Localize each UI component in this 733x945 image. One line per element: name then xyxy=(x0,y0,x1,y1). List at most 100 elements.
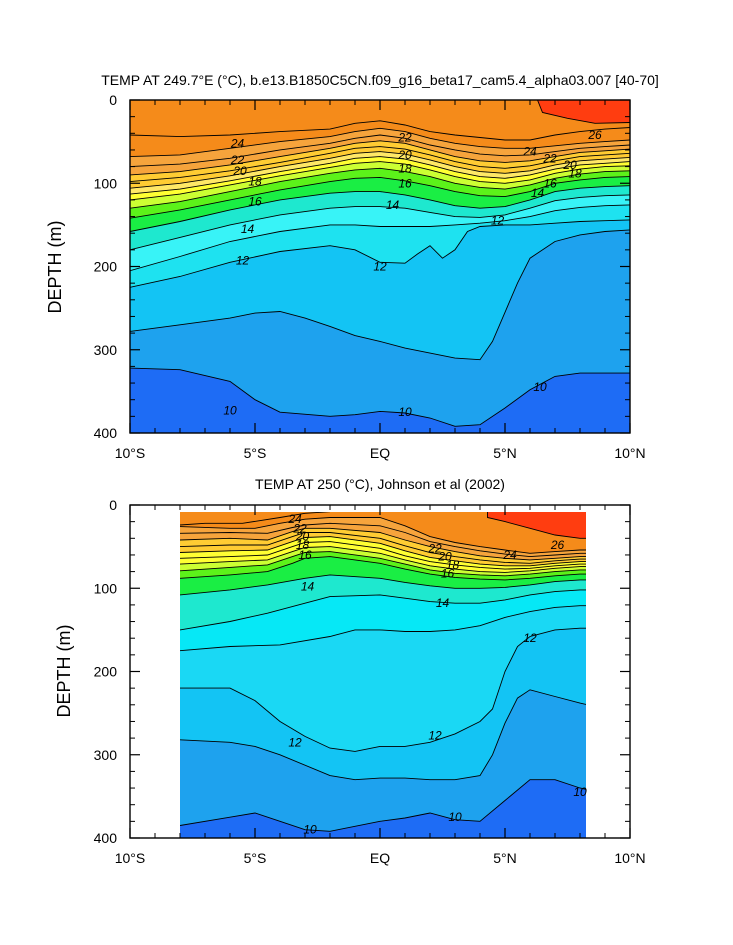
isotherm-26 xyxy=(487,512,586,539)
isotherm-14 xyxy=(130,194,630,251)
isotherm-18 xyxy=(180,546,586,573)
model-panel: TEMP AT 249.7°E (°C), b.e13.B1850C5CN.f0… xyxy=(45,72,659,461)
contour-label: 22 xyxy=(427,541,442,555)
isotherm-18 xyxy=(130,161,630,201)
contour-label: 16 xyxy=(298,548,312,562)
contour-label: 18 xyxy=(398,161,412,175)
observation-axes: 10°S 5°S EQ 5°N 10°N 0 100 200 300 400 xyxy=(94,497,646,866)
contour-label: 14 xyxy=(301,580,315,594)
isotherm-24 xyxy=(130,127,630,158)
isotherm-21 xyxy=(130,146,630,183)
isotherm-19 xyxy=(180,541,586,570)
observation-chart-title: TEMP AT 250 (°C), Johnson et al (2002) xyxy=(255,476,505,492)
contour-label: 12 xyxy=(491,214,505,228)
isotherm-17 xyxy=(130,167,630,209)
x-tick-label: 5°S xyxy=(244,850,267,866)
contour-label: 10 xyxy=(573,785,587,799)
contour-label: 20 xyxy=(295,530,310,544)
contour-band-11 xyxy=(180,689,586,838)
contour-band-10 xyxy=(180,779,586,838)
isotherm-12 xyxy=(180,627,586,752)
isotherm-16 xyxy=(130,176,630,219)
contour-label: 16 xyxy=(398,176,412,190)
isotherm-12 xyxy=(130,219,630,288)
y-tick-label: 400 xyxy=(94,830,118,846)
contour-label: 12 xyxy=(236,254,250,268)
contour-band-10 xyxy=(130,368,630,433)
model-chart-title: TEMP AT 249.7°E (°C), b.e13.B1850C5CN.f0… xyxy=(101,72,659,88)
contour-label: 22 xyxy=(397,130,412,144)
contour-label: 22 xyxy=(542,151,557,165)
isotherm-14 xyxy=(180,589,586,631)
x-tick-label: EQ xyxy=(370,445,390,461)
y-tick-label: 200 xyxy=(94,259,118,275)
isotherm-20 xyxy=(130,151,630,189)
observation-contour-lines xyxy=(180,512,586,832)
contour-label: 20 xyxy=(232,164,247,178)
isotherm-19 xyxy=(130,156,630,195)
isotherm-13 xyxy=(180,605,586,652)
isotherm-22 xyxy=(130,140,630,176)
contour-label: 12 xyxy=(373,260,387,274)
contour-label: 10 xyxy=(303,823,317,837)
y-tick-label: 300 xyxy=(94,747,118,763)
isotherm-13 xyxy=(130,204,630,272)
contour-label: 22 xyxy=(292,521,307,535)
observation-y-axis-label: DEPTH (m) xyxy=(54,625,74,718)
y-tick-label: 100 xyxy=(94,175,118,191)
contour-label: 10 xyxy=(398,405,412,419)
contour-label: 14 xyxy=(436,596,450,610)
contour-label: 20 xyxy=(562,158,577,172)
isotherm-21 xyxy=(180,532,586,564)
isotherm-25 xyxy=(130,120,630,141)
contour-label: 24 xyxy=(522,145,537,159)
contour-label: 26 xyxy=(550,538,565,552)
contour-label: 18 xyxy=(248,175,262,189)
contour-label: 20 xyxy=(437,550,452,564)
isotherm-22 xyxy=(180,527,586,561)
contour-label: 18 xyxy=(446,558,460,572)
contour-band-26 xyxy=(537,100,630,124)
contour-label: 12 xyxy=(523,631,537,645)
x-tick-label: EQ xyxy=(370,850,390,866)
isotherm-11 xyxy=(180,689,586,781)
isotherm-20 xyxy=(180,536,586,567)
isotherm-24 xyxy=(180,517,586,554)
observation-panel: TEMP AT 250 (°C), Johnson et al (2002) 2… xyxy=(54,476,646,866)
isotherm-23 xyxy=(130,134,630,168)
contour-label: 12 xyxy=(288,735,302,749)
contour-label: 14 xyxy=(241,222,255,236)
contour-band-11 xyxy=(130,229,630,433)
x-tick-label: 10°S xyxy=(115,445,146,461)
isotherm-15 xyxy=(180,574,586,596)
y-tick-label: 200 xyxy=(94,664,118,680)
contour-label: 20 xyxy=(397,148,412,162)
contour-label: 16 xyxy=(543,176,557,190)
x-tick-label: 5°N xyxy=(493,445,517,461)
model-y-axis-label: DEPTH (m) xyxy=(45,221,65,314)
contour-label: 24 xyxy=(502,548,517,562)
isotherm-26 xyxy=(537,100,630,124)
x-tick-label: 5°S xyxy=(244,445,267,461)
contour-label: 26 xyxy=(587,128,602,142)
model-contour-lines xyxy=(130,100,630,427)
x-tick-label: 5°N xyxy=(493,850,517,866)
contour-label: 12 xyxy=(428,729,442,743)
x-tick-label: 10°N xyxy=(614,445,645,461)
isotherm-17 xyxy=(180,551,586,577)
isotherm-15 xyxy=(130,185,630,232)
isotherm-16 xyxy=(180,556,586,581)
y-tick-label: 0 xyxy=(109,92,117,108)
isotherm-11 xyxy=(130,229,630,361)
contour-label: 10 xyxy=(223,404,237,418)
contour-label: 24 xyxy=(287,512,302,526)
model-axes: 10°S 5°S EQ 5°N 10°N 0 100 200 300 400 xyxy=(94,92,646,461)
contour-label: 16 xyxy=(441,566,455,580)
isotherm-25 xyxy=(180,512,331,526)
isotherm-23 xyxy=(180,522,586,558)
y-tick-label: 300 xyxy=(94,342,118,358)
y-tick-label: 0 xyxy=(109,497,117,513)
